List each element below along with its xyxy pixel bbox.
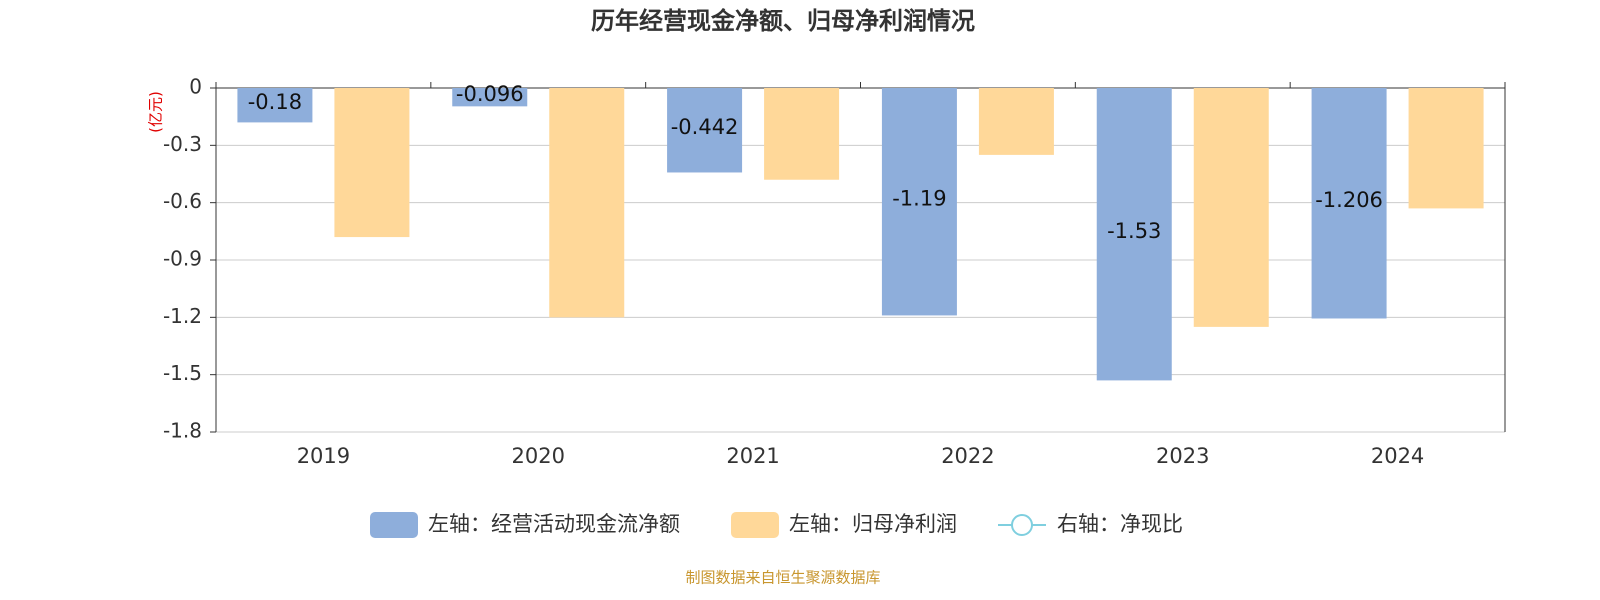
- source-note: 制图数据来自恒生聚源数据库: [685, 569, 880, 587]
- x-tick-label: 2022: [941, 444, 994, 468]
- x-tick-label: 2021: [726, 444, 779, 468]
- x-tick-label: 2023: [1156, 444, 1209, 468]
- bar: [334, 88, 410, 238]
- bar: [978, 88, 1054, 155]
- legend-label: 左轴：归母净利润: [789, 512, 957, 536]
- data-label: -0.442: [671, 115, 739, 139]
- y-tick-label: -0.3: [163, 132, 202, 156]
- x-tick-label: 2020: [512, 444, 565, 468]
- bar: [1311, 88, 1387, 319]
- data-label: -0.18: [248, 90, 302, 114]
- legend-swatch: [731, 512, 779, 538]
- bar: [452, 88, 528, 107]
- data-label: -1.206: [1315, 188, 1383, 212]
- bar: [667, 88, 743, 173]
- y-tick-label: -0.9: [163, 247, 202, 271]
- legend-label: 右轴：净现比: [1057, 512, 1183, 536]
- x-tick-label: 2024: [1371, 444, 1424, 468]
- legend-label: 左轴：经营活动现金流净额: [428, 512, 680, 536]
- y-tick-label: -1.8: [163, 419, 202, 443]
- y-tick-label: -1.2: [163, 304, 202, 328]
- y-tick-label: 0: [189, 75, 202, 99]
- chart-title: 历年经营现金净额、归母净利润情况: [591, 7, 975, 35]
- data-label: -0.096: [456, 82, 524, 106]
- legend-marker: [1011, 514, 1033, 536]
- legend-swatch: [370, 512, 418, 538]
- y-tick-label: -0.6: [163, 189, 202, 213]
- bar: [764, 88, 840, 180]
- bar: [237, 88, 313, 123]
- bar: [1193, 88, 1269, 327]
- bar: [1408, 88, 1484, 209]
- y-tick-label: -1.5: [163, 361, 202, 385]
- y-axis-label: (亿元): [147, 91, 165, 133]
- data-label: -1.19: [892, 187, 946, 211]
- x-tick-label: 2019: [297, 444, 350, 468]
- bar: [1096, 88, 1172, 381]
- data-label: -1.53: [1107, 219, 1161, 243]
- bar: [881, 88, 957, 316]
- bar: [549, 88, 625, 318]
